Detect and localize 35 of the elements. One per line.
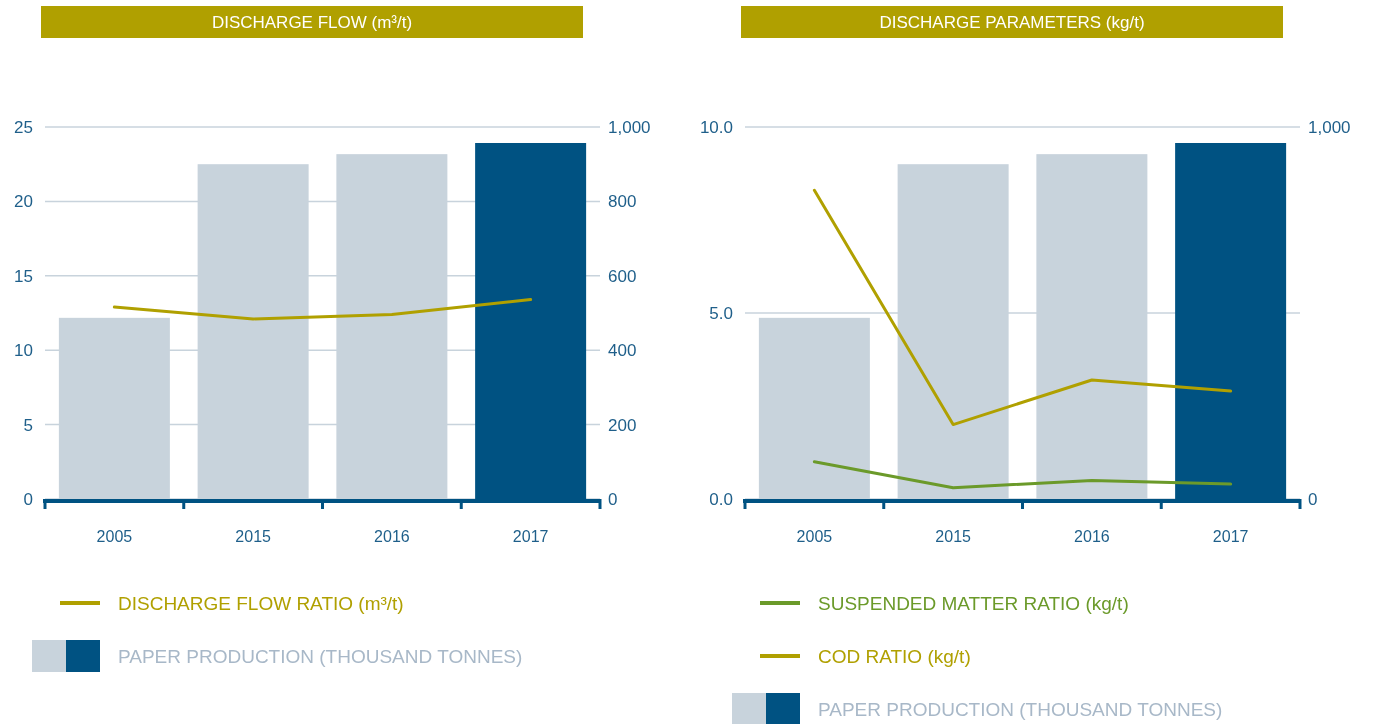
- y-tick-label: 20: [14, 192, 33, 212]
- legend-label: COD RATIO (kg/t): [818, 646, 971, 667]
- x-tick-label: 2016: [374, 528, 410, 545]
- legend-label: PAPER PRODUCTION (THOUSAND TONNES): [818, 699, 1223, 720]
- y2-tick-label: 200: [608, 415, 637, 435]
- x-tick-label: 2005: [96, 528, 133, 545]
- x-tick-label: 2017: [512, 528, 549, 545]
- line-series: [112, 298, 533, 321]
- y2-tick-label: 800: [608, 192, 637, 212]
- y2-tick-label: 0: [608, 490, 618, 509]
- y-tick-label: 0: [23, 490, 33, 509]
- y2-tick-label: 1,000: [608, 118, 651, 137]
- y-tick-label: 5.0: [709, 304, 733, 323]
- y-tick-label: 10.0: [699, 118, 733, 137]
- x-tick-label: 2015: [935, 528, 972, 545]
- legend-label: PAPER PRODUCTION (THOUSAND TONNES): [118, 646, 523, 667]
- y-tick-label: 15: [14, 266, 33, 286]
- x-tick-label: 2005: [796, 528, 833, 545]
- y2-tick-label: 600: [608, 266, 637, 286]
- y-tick-label: 0.0: [709, 490, 733, 509]
- y-tick-label: 5: [23, 415, 33, 435]
- chart-title: DISCHARGE PARAMETERS (kg/t): [879, 13, 1145, 32]
- y2-tick-label: 1,000: [1308, 118, 1351, 137]
- x-tick-label: 2016: [1074, 528, 1110, 545]
- y2-tick-label: 0: [1308, 490, 1318, 509]
- y-tick-label: 25: [14, 118, 33, 137]
- y-tick-label: 10: [14, 341, 33, 361]
- line-series: [812, 460, 1233, 490]
- legend-label: SUSPENDED MATTER RATIO (kg/t): [818, 593, 1129, 614]
- line-series: [812, 188, 1233, 427]
- x-tick-label: 2015: [235, 528, 272, 545]
- legend-label: DISCHARGE FLOW RATIO (m³/t): [118, 593, 404, 614]
- y2-tick-label: 400: [608, 341, 637, 361]
- chart-title: DISCHARGE FLOW (m³/t): [211, 13, 413, 32]
- x-tick-label: 2017: [1212, 528, 1249, 545]
